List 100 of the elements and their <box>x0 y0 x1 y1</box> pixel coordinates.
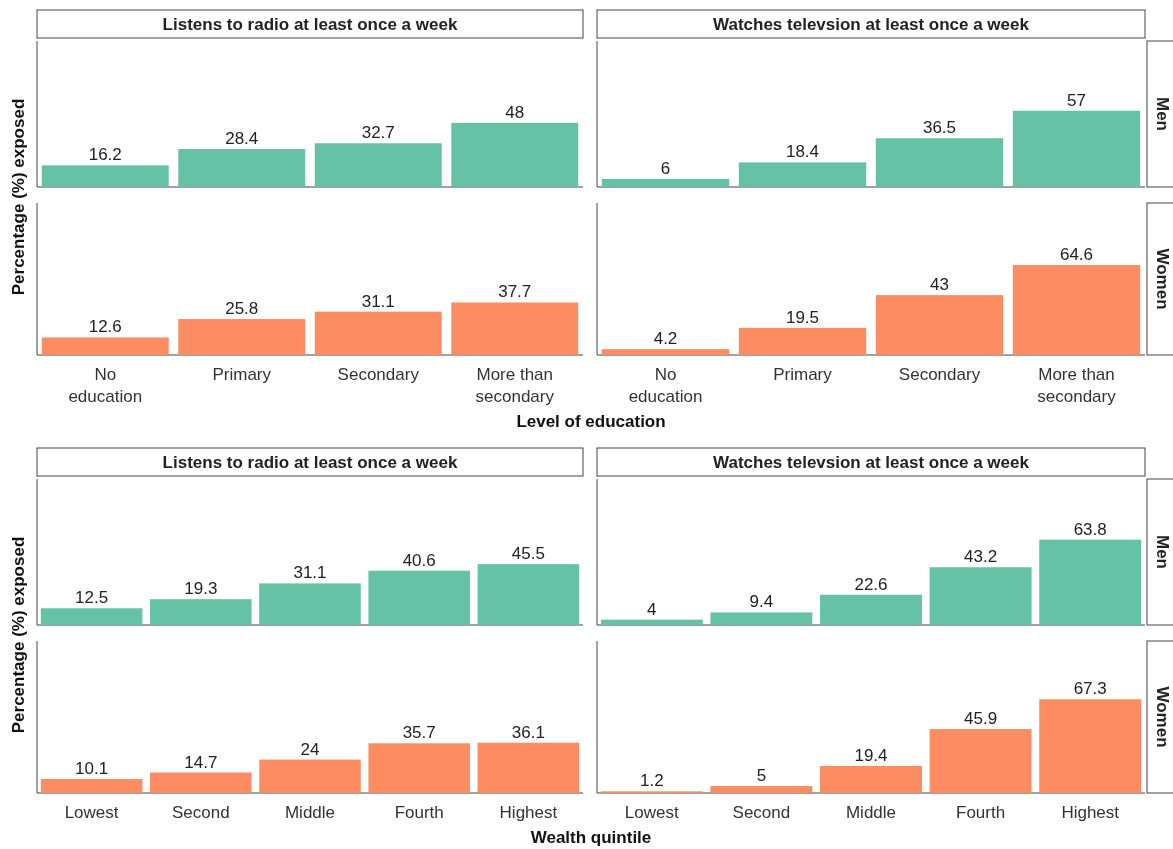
bar <box>1039 699 1142 793</box>
data-label: 16.2 <box>88 145 122 165</box>
bar <box>368 743 470 793</box>
data-label: 5 <box>756 766 767 786</box>
bar <box>820 594 922 625</box>
data-label: 57 <box>1067 90 1086 110</box>
chart-title: Watches televsion at least once a week <box>713 453 1030 472</box>
data-label: 19.3 <box>184 579 218 599</box>
chart-title: Listens to radio at least once a week <box>162 453 458 472</box>
bar <box>314 143 442 187</box>
data-label: 37.7 <box>498 282 532 302</box>
bar <box>259 583 361 625</box>
data-label: 45.9 <box>964 709 998 729</box>
data-label: 43.2 <box>964 547 998 567</box>
chart-subtitle: Men <box>1153 535 1172 569</box>
x-tick-label: Secondary <box>337 365 420 384</box>
data-label: 43 <box>930 275 949 295</box>
x-tick-label: Highest <box>1061 803 1120 822</box>
data-label: 35.7 <box>402 723 436 743</box>
bar <box>41 337 169 355</box>
data-label: 25.8 <box>225 299 259 319</box>
x-tick-label: Middle <box>845 803 897 822</box>
bar <box>601 178 730 187</box>
bar <box>601 349 730 355</box>
chart-title: Watches televsion at least once a week <box>713 15 1030 34</box>
data-label: 67.3 <box>1073 679 1107 699</box>
bar <box>178 319 306 355</box>
x-axis-title: Wealth quintile <box>530 828 652 847</box>
data-label: 24 <box>300 739 320 759</box>
x-tick-label: Primary <box>773 365 833 384</box>
data-label: 31.1 <box>361 291 395 311</box>
bar <box>150 772 252 793</box>
x-tick-label: Fourth <box>394 803 444 822</box>
data-label: 63.8 <box>1073 519 1107 539</box>
data-label: 45.5 <box>511 544 545 564</box>
data-label: 31.1 <box>293 563 327 583</box>
bar <box>259 759 361 793</box>
data-label: 4 <box>647 599 657 619</box>
x-tick-label: Secondary <box>898 365 981 384</box>
data-label: 9.4 <box>749 592 774 612</box>
data-label: 12.5 <box>75 588 109 608</box>
bar <box>1012 265 1141 355</box>
bar <box>41 165 169 187</box>
bar <box>40 778 143 793</box>
text: Women <box>1153 686 1172 748</box>
chart-title: Listens to radio at least once a week <box>162 15 458 34</box>
bar <box>150 599 252 625</box>
x-tick-label: More than secondary <box>475 365 555 406</box>
x-tick-label: No education <box>628 365 703 406</box>
bar <box>875 138 1004 187</box>
bar <box>710 612 813 625</box>
data-label: 6 <box>660 158 671 178</box>
data-label: 12.6 <box>88 317 122 337</box>
data-label: 14.7 <box>184 752 218 772</box>
data-label: 10.1 <box>75 758 109 778</box>
bar <box>178 149 306 187</box>
x-tick-label: Primary <box>212 365 272 384</box>
bar <box>929 567 1032 625</box>
data-label: 19.5 <box>785 307 820 327</box>
data-label: 32.7 <box>361 123 395 143</box>
data-label: 22.6 <box>854 574 888 594</box>
bar <box>477 742 580 793</box>
x-tick-label: Lowest <box>624 803 679 822</box>
bar <box>710 786 813 793</box>
x-tick-label: More than secondary <box>1037 365 1117 406</box>
data-label: 36.5 <box>922 118 957 138</box>
data-label: 64.6 <box>1059 245 1094 265</box>
data-label: 19.4 <box>854 745 888 765</box>
bar <box>738 327 867 355</box>
data-label: 1.2 <box>639 771 664 791</box>
bar <box>600 619 703 625</box>
y-axis-title: Percentage (%) exposed <box>9 98 28 296</box>
bar <box>451 122 579 187</box>
chart-subtitle: Women <box>1153 248 1172 310</box>
bar <box>1039 539 1142 625</box>
bar <box>875 295 1004 355</box>
data-label: 48 <box>505 102 525 122</box>
data-label: 40.6 <box>402 550 436 570</box>
bar <box>451 302 579 355</box>
x-axis-title: Level of education <box>516 412 666 431</box>
x-tick-label: Lowest <box>64 803 119 822</box>
data-label: 28.4 <box>225 129 259 149</box>
bar <box>368 570 470 625</box>
x-tick-label: Fourth <box>956 803 1006 822</box>
bar <box>1012 110 1141 187</box>
x-tick-label: No education <box>68 365 143 406</box>
bar <box>314 311 442 355</box>
data-label: 18.4 <box>785 142 820 162</box>
x-tick-label: Middle <box>284 803 336 822</box>
y-axis-title: Percentage (%) exposed <box>9 536 28 734</box>
data-label: 36.1 <box>511 722 545 742</box>
x-tick-label: Second <box>171 803 230 822</box>
bar <box>477 564 580 625</box>
bar <box>40 608 143 625</box>
x-tick-label: Second <box>732 803 791 822</box>
bar <box>929 729 1032 793</box>
bar <box>820 765 922 793</box>
chart-subtitle: Men <box>1153 97 1172 131</box>
bar <box>738 162 867 187</box>
data-label: 4.2 <box>653 329 678 349</box>
